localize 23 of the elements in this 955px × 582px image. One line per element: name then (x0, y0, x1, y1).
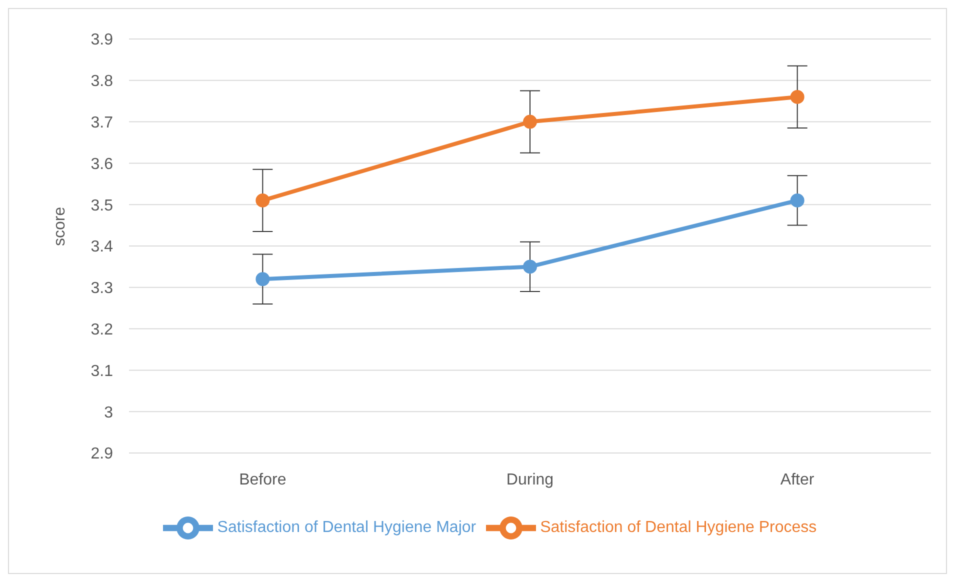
y-tick-label: 3.6 (90, 156, 114, 173)
x-tick-label: Before (239, 471, 286, 488)
point (256, 193, 270, 208)
y-tick-label: 3.8 (90, 73, 114, 90)
point (523, 114, 537, 129)
legend-label: Satisfaction of Dental Hygiene Major (217, 519, 476, 536)
y-tick-label: 3.1 (90, 362, 114, 380)
y-tick-label: 3.7 (90, 114, 114, 132)
y-tick-label: 2.9 (90, 446, 114, 463)
y-tick-label: 3.3 (90, 280, 114, 298)
y-tick-label: 3 (104, 404, 114, 422)
point (790, 193, 804, 208)
y-tick-label: 3.9 (90, 32, 114, 49)
point (790, 90, 804, 104)
y-tick-label: 3.5 (90, 197, 114, 214)
point (523, 260, 537, 274)
y-axis-title: score (52, 206, 69, 246)
x-tick-label: After (780, 471, 815, 488)
point (256, 272, 270, 286)
y-tick-label: 3.4 (90, 238, 114, 256)
legend-label: Satisfaction of Dental Hygiene Process (540, 519, 817, 536)
y-tick-label: 3.2 (90, 321, 114, 338)
x-tick-label: During (506, 471, 554, 488)
